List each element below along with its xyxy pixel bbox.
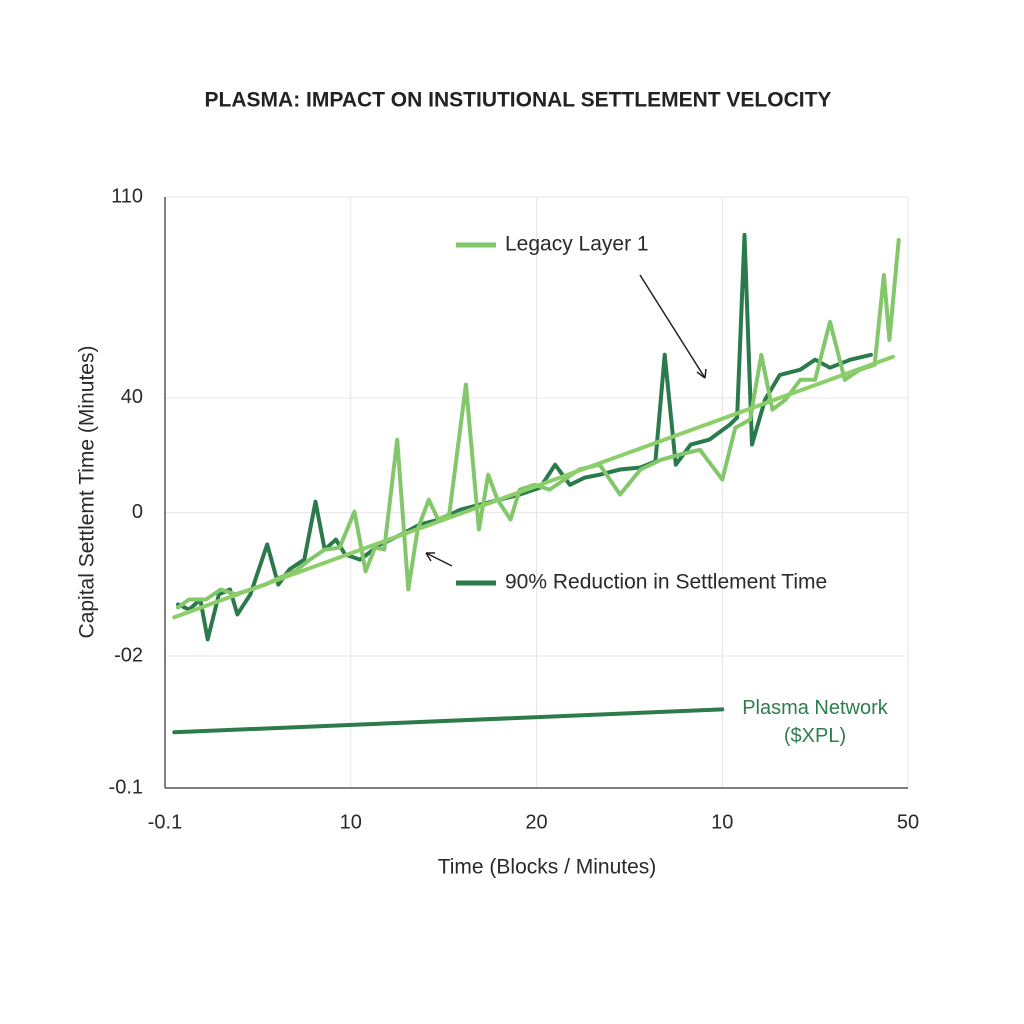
series-line [176, 238, 901, 610]
x-tick-label: 20 [525, 811, 547, 833]
y-tick-label: 110 [111, 185, 143, 207]
y-axis-label: Capital Settlemt Time (Minutes) [76, 346, 99, 639]
x-tick-label: 10 [340, 811, 362, 833]
x-tick-label: -0.1 [148, 811, 182, 833]
y-tick-label: -0.1 [109, 776, 143, 798]
trend-line [172, 354, 896, 620]
arrow [425, 552, 453, 567]
arrowhead [425, 552, 435, 562]
series-label: Plasma Network ($XPL) [742, 697, 888, 747]
x-tick-label: 10 [711, 811, 733, 833]
legend-label: 90% Reduction in Settlement Time [505, 571, 827, 594]
arrow [639, 274, 706, 379]
x-axis-label: Time (Blocks / Minutes) [438, 856, 657, 879]
legend-label: Legacy Layer 1 [505, 233, 649, 256]
y-tick-label: -02 [114, 644, 143, 666]
y-tick-label: 0 [132, 501, 143, 523]
y-tick-label: 40 [121, 386, 143, 408]
marks [172, 232, 901, 735]
arrowhead [696, 368, 707, 379]
x-tick-label: 50 [897, 811, 919, 833]
chart-title: PLASMA: IMPACT ON INSTIUTIONAL SETTLEMEN… [205, 89, 832, 112]
series-line [172, 707, 725, 735]
